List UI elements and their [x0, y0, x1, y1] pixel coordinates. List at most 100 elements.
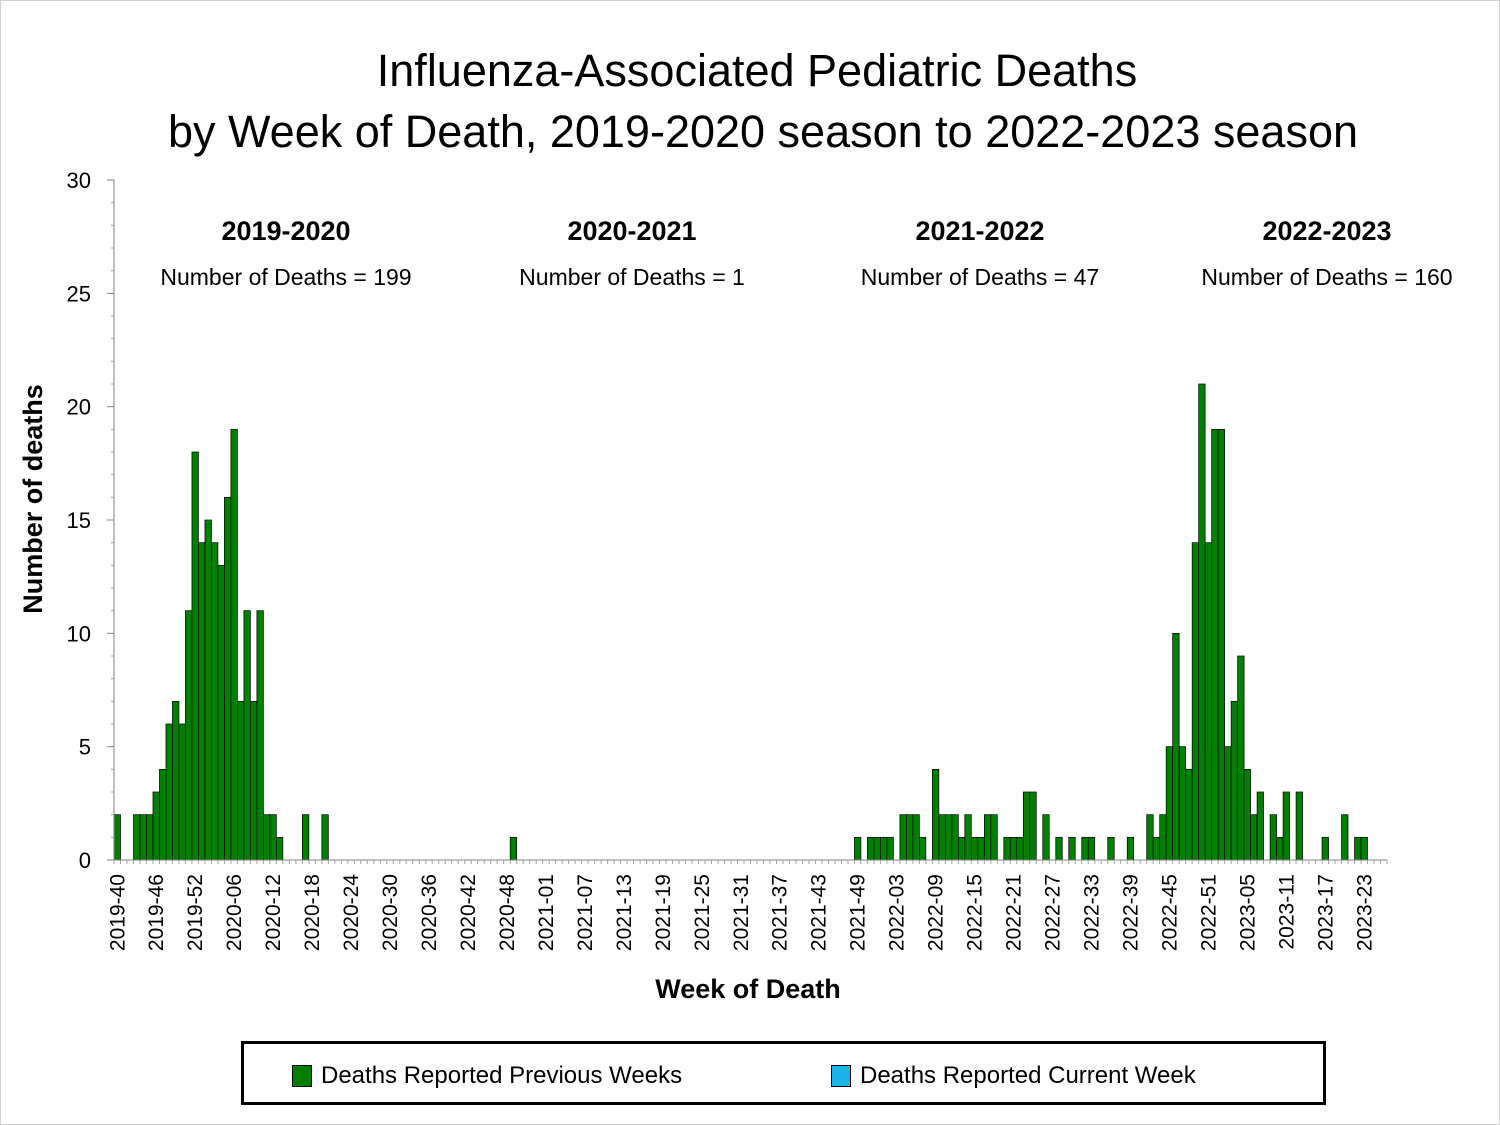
x-tick-label: 2019-46	[145, 874, 168, 951]
x-tick-label: 2021-49	[847, 874, 870, 951]
x-tick-label: 2023-11	[1275, 874, 1298, 950]
x-tick-label: 2020-18	[301, 874, 324, 951]
bar-week-182	[1295, 791, 1303, 861]
bar-week-138	[1009, 836, 1018, 861]
bar-week-0	[113, 814, 121, 861]
x-tick-label: 2022-39	[1119, 874, 1142, 951]
bar-week-24	[269, 814, 277, 861]
bar-week-172	[1230, 700, 1238, 861]
bar-week-156	[1126, 836, 1135, 861]
bar-week-61	[509, 836, 518, 861]
season-label-2021-2022: 2021-2022	[915, 216, 1044, 246]
x-tick-label: 2022-21	[1003, 874, 1026, 951]
bar-week-122	[906, 814, 914, 861]
bar-week-126	[932, 768, 940, 861]
bar-week-162	[1165, 746, 1174, 861]
y-tick-label: 15	[67, 508, 91, 533]
bar-week-169	[1211, 428, 1219, 861]
bar-week-129	[951, 814, 959, 861]
x-tick-label: 2020-48	[496, 874, 519, 951]
y-tick-label: 0	[79, 848, 91, 873]
season-count-2019-2020: Number of Deaths = 199	[160, 264, 411, 290]
y-tick-label: 30	[67, 168, 91, 193]
bar-week-114	[854, 836, 862, 861]
season-label-2020-2021: 2020-2021	[567, 216, 696, 246]
legend-item-previous-weeks: Deaths Reported Previous Weeks	[292, 1062, 682, 1090]
bar-week-124	[919, 836, 927, 861]
bar-week-3	[133, 814, 141, 861]
bar-week-165	[1185, 768, 1193, 861]
bar-week-29	[302, 814, 310, 861]
x-tick-label: 2021-25	[691, 874, 714, 951]
bar-week-16	[217, 564, 225, 861]
bar-week-145	[1055, 836, 1063, 861]
bar-week-18	[230, 428, 238, 861]
bar-week-133	[977, 836, 985, 861]
bar-week-141	[1029, 791, 1037, 861]
x-tick-label: 2020-12	[262, 874, 285, 951]
bar-week-153	[1107, 836, 1115, 861]
x-tick-label: 2022-51	[1197, 874, 1220, 951]
x-tick-label: 2022-03	[886, 874, 909, 951]
bar-week-130	[957, 836, 966, 861]
bar-week-161	[1159, 814, 1167, 861]
bar-week-149	[1081, 836, 1089, 861]
bar-week-131	[964, 814, 972, 861]
bar-week-4	[139, 814, 147, 861]
x-tick-label: 2020-36	[418, 874, 441, 951]
bar-week-8	[165, 723, 173, 861]
bar-week-132	[970, 836, 979, 861]
legend-swatch-previous	[292, 1065, 312, 1087]
bar-week-23	[263, 814, 271, 861]
legend: Deaths Reported Previous Weeks Deaths Re…	[241, 1041, 1326, 1105]
bar-week-13	[198, 542, 206, 861]
bar-week-20	[243, 610, 251, 861]
x-tick-label: 2021-07	[574, 874, 597, 951]
bar-week-137	[1003, 836, 1011, 861]
bar-week-186	[1321, 836, 1329, 861]
bar-week-32	[321, 814, 329, 861]
bar-week-170	[1217, 428, 1225, 861]
y-axis-title: Number of deaths	[18, 384, 48, 614]
season-count-2020-2021: Number of Deaths = 1	[519, 264, 745, 290]
bar-week-11	[185, 610, 193, 861]
bar-week-174	[1243, 768, 1251, 861]
bar-week-6	[152, 791, 160, 861]
bar-week-191	[1354, 836, 1362, 861]
x-tick-label: 2022-27	[1042, 874, 1065, 951]
x-tick-label: 2020-24	[340, 874, 363, 951]
bar-week-147	[1068, 836, 1076, 861]
x-axis-title: Week of Death	[655, 974, 841, 1004]
bar-week-179	[1276, 836, 1284, 861]
y-tick-label: 20	[67, 395, 91, 420]
bar-week-117	[873, 836, 881, 861]
bar-week-25	[276, 836, 284, 861]
x-tick-label: 2021-01	[535, 874, 558, 951]
legend-item-current-week: Deaths Reported Current Week	[831, 1062, 1196, 1090]
bar-week-139	[1016, 836, 1024, 861]
x-axis: 2019-40 2019-46 2019-52 2020-06 2020-12 2020-…	[106, 859, 1388, 951]
bar-week-116	[867, 836, 875, 861]
bar-week-9	[172, 700, 180, 861]
legend-label-current: Deaths Reported Current Week	[860, 1062, 1196, 1089]
bar-week-143	[1042, 814, 1050, 861]
bar-week-150	[1087, 836, 1096, 861]
season-label-2019-2020: 2019-2020	[221, 216, 350, 246]
bar-week-134	[983, 814, 992, 861]
bar-week-171	[1224, 746, 1232, 861]
bar-week-15	[211, 542, 219, 861]
legend-label-previous: Deaths Reported Previous Weeks	[321, 1062, 683, 1089]
x-tick-label: 2021-13	[613, 874, 636, 951]
x-tick-label: 2023-05	[1236, 874, 1259, 951]
bar-week-123	[912, 814, 920, 861]
bar-week-164	[1178, 746, 1187, 861]
bar-week-5	[146, 814, 154, 861]
bar-week-121	[899, 814, 907, 861]
bar-week-167	[1198, 383, 1206, 861]
x-tick-label: 2023-17	[1314, 874, 1337, 951]
x-tick-label: 2021-43	[808, 874, 831, 951]
season-count-2022-2023: Number of Deaths = 160	[1201, 264, 1452, 290]
x-tick-label: 2023-23	[1353, 874, 1376, 951]
bar-week-119	[886, 836, 894, 861]
